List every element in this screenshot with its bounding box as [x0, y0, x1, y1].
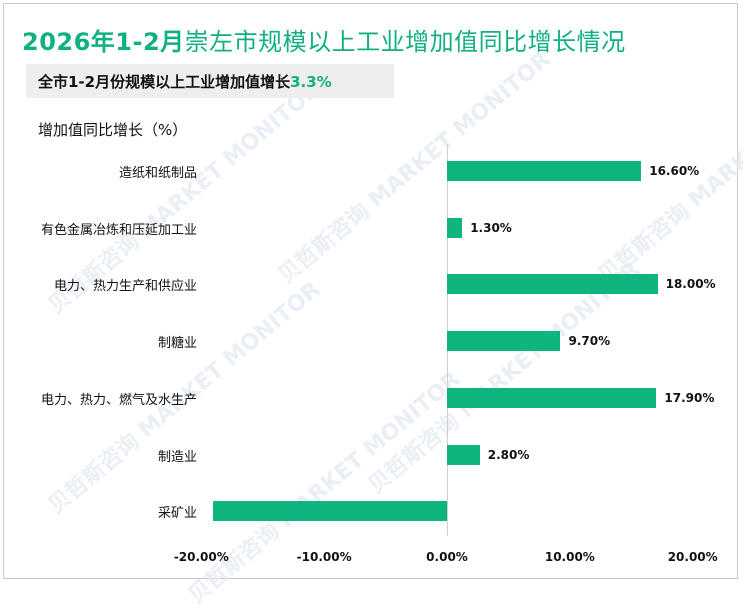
value-label: 17.90% — [664, 390, 715, 405]
bar — [447, 161, 642, 181]
x-tick-label: -10.00% — [296, 550, 352, 564]
category-label: 电力、热力生产和供应业 — [53, 279, 197, 295]
x-tick-label: 10.00% — [544, 550, 595, 564]
chart-subtitle: 全市1-2月份规模以上工业增加值增长3.3% — [38, 73, 332, 91]
bar — [447, 331, 561, 352]
value-label: 16.60% — [649, 164, 700, 178]
bar — [447, 387, 657, 408]
category-label: 有色金属冶炼和压延加工业 — [40, 222, 197, 238]
value-label: 1.30% — [470, 220, 512, 235]
category-label: 电力、热力、燃气及水生产 — [40, 392, 197, 408]
category-label: 造纸和纸制品 — [118, 166, 197, 181]
x-tick-label: -20.00% — [173, 550, 229, 564]
category-label: 制糖业 — [157, 336, 197, 352]
x-tick-label: 0.00% — [426, 550, 468, 564]
category-label: 采矿业 — [157, 506, 197, 522]
bar — [213, 501, 447, 522]
bar — [447, 217, 463, 238]
value-label: 2.80% — [487, 447, 530, 462]
x-tick-label: 20.00% — [667, 550, 718, 564]
value-label: 18.00% — [665, 277, 716, 292]
bar — [447, 444, 480, 465]
bar — [447, 274, 658, 295]
category-label: 制造业 — [157, 449, 197, 465]
subtitle-box — [26, 64, 394, 98]
chart-title: 2026年1-2月崇左市规模以上工业增加值同比增长情况 — [22, 28, 626, 56]
value-label: 9.70% — [568, 334, 611, 349]
y-axis-title: 增加值同比增长（%） — [38, 121, 188, 139]
